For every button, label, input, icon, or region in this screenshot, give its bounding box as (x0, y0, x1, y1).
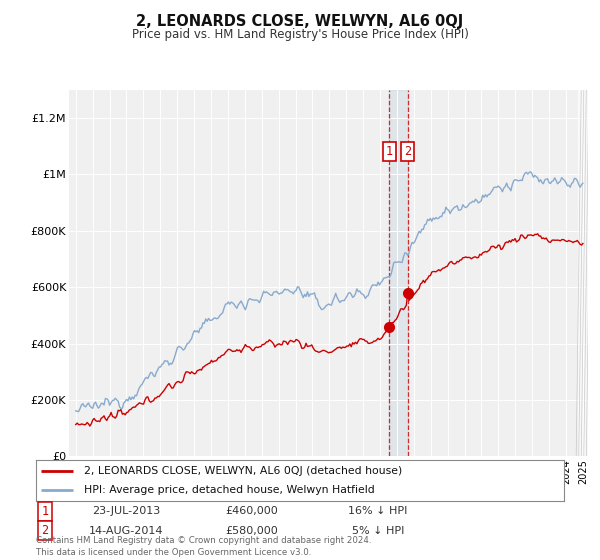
Text: 16% ↓ HPI: 16% ↓ HPI (349, 506, 407, 516)
Text: 14-AUG-2014: 14-AUG-2014 (89, 526, 163, 536)
Text: 23-JUL-2013: 23-JUL-2013 (92, 506, 160, 516)
Text: £580,000: £580,000 (226, 526, 278, 536)
Text: 2: 2 (404, 145, 412, 158)
Text: 2, LEONARDS CLOSE, WELWYN, AL6 0QJ (detached house): 2, LEONARDS CLOSE, WELWYN, AL6 0QJ (deta… (83, 466, 402, 477)
Bar (389, 90, 408, 456)
Text: 2: 2 (41, 524, 49, 538)
Text: 2, LEONARDS CLOSE, WELWYN, AL6 0QJ: 2, LEONARDS CLOSE, WELWYN, AL6 0QJ (136, 14, 464, 29)
Text: 1: 1 (41, 505, 49, 518)
Text: HPI: Average price, detached house, Welwyn Hatfield: HPI: Average price, detached house, Welw… (83, 485, 374, 495)
Text: Contains HM Land Registry data © Crown copyright and database right 2024.
This d: Contains HM Land Registry data © Crown c… (36, 536, 371, 557)
Text: Price paid vs. HM Land Registry's House Price Index (HPI): Price paid vs. HM Land Registry's House … (131, 28, 469, 41)
Text: 1: 1 (386, 145, 393, 158)
Text: £460,000: £460,000 (226, 506, 278, 516)
Text: 5% ↓ HPI: 5% ↓ HPI (352, 526, 404, 536)
